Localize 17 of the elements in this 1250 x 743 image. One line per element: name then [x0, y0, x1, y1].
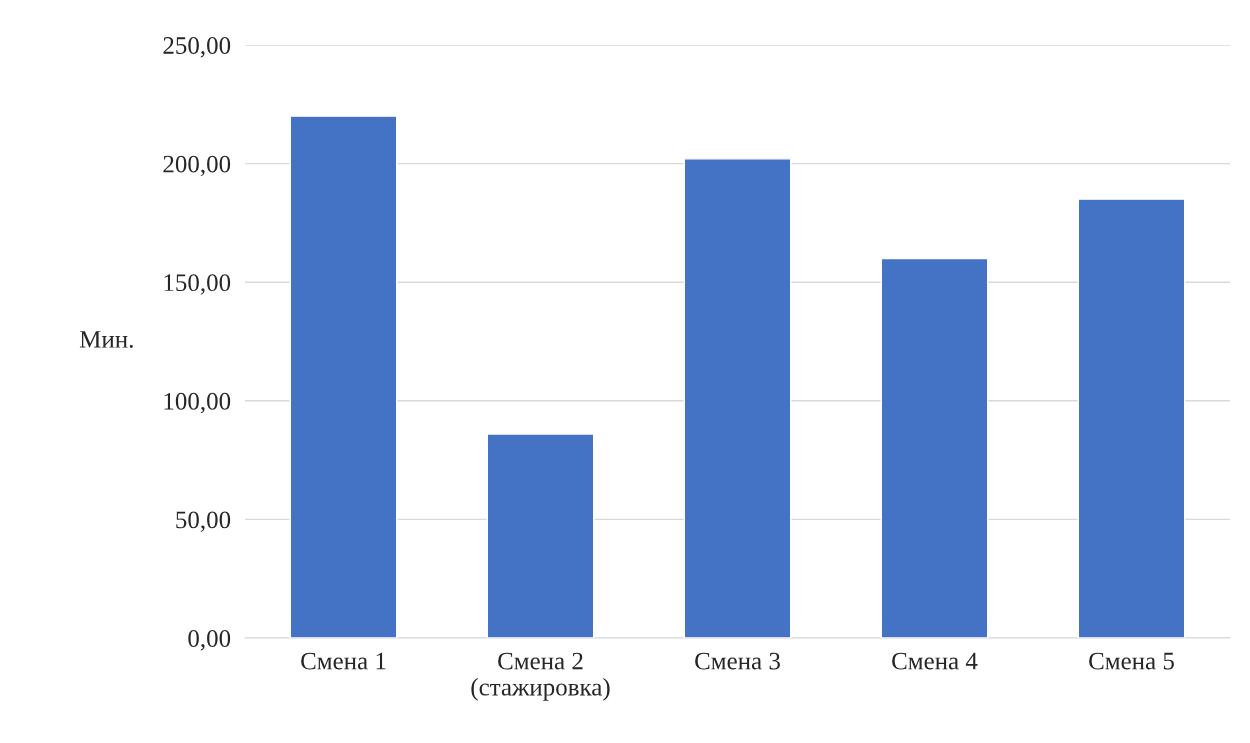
x-tick-label: Смена 2 (стажировка) — [471, 652, 610, 701]
y-tick-label: 50,00 — [176, 511, 231, 532]
y-tick-label: 250,00 — [163, 37, 231, 58]
y-tick-label: 200,00 — [163, 155, 231, 177]
x-tick-label: Смена 4 — [892, 652, 978, 670]
bar — [683, 158, 792, 638]
x-tick-label: Смена 5 — [1089, 652, 1174, 670]
bar — [289, 115, 398, 638]
bar — [486, 433, 595, 638]
x-tick-label: Смена 1 — [301, 652, 386, 670]
bar — [880, 257, 989, 638]
y-tick-label: 150,00 — [164, 274, 231, 295]
bar — [1077, 198, 1186, 638]
y-tick-label: 0,00 — [188, 630, 231, 651]
x-tick-label: Смена 3 — [695, 652, 780, 670]
y-axis-title: Мин. — [79, 331, 133, 348]
y-tick-label: 100,00 — [164, 392, 231, 414]
